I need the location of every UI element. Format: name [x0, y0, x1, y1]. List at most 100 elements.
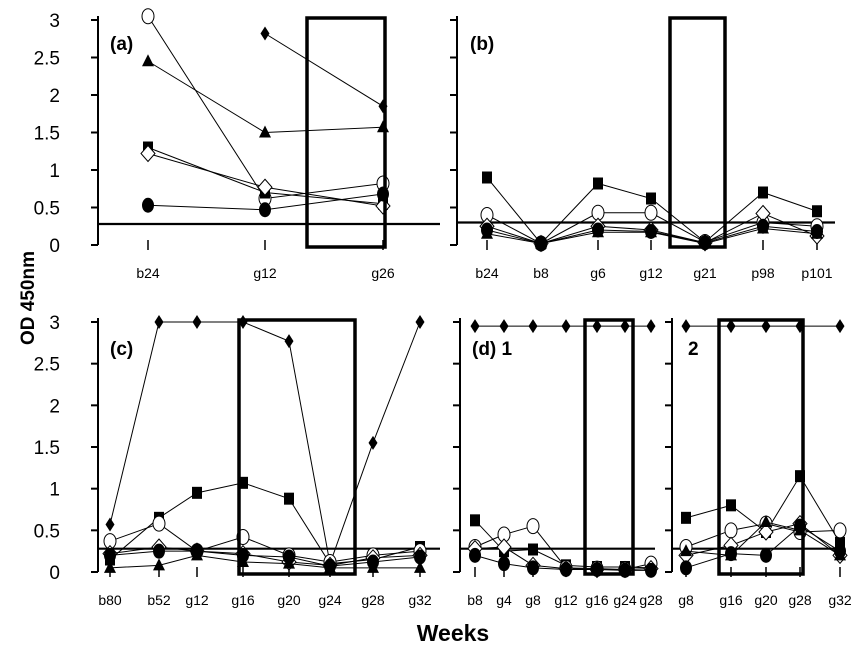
square-marker [795, 470, 805, 483]
triangle-marker [481, 226, 493, 239]
x-tick-label: g28 [639, 592, 663, 608]
circle-open-marker [644, 204, 658, 221]
diamond-filled-marker [260, 26, 270, 41]
diamond-filled-marker [761, 319, 771, 334]
triangle-marker [324, 560, 336, 573]
x-tick-label: g16 [231, 592, 255, 608]
y-tick-label: 3 [49, 11, 60, 32]
panel-label: (a) [110, 34, 133, 55]
panels: 0 0.5 1 1.5 2 2.5 3 b24 g12 g26 (a) b24 b8 g6 g12 g21 p9… [34, 8, 852, 608]
circle-open-marker [833, 522, 847, 539]
series-line [147, 15, 384, 200]
triangle-marker [760, 515, 772, 527]
diamond-filled-marker [681, 319, 691, 334]
x-tick-label: g26 [371, 265, 395, 281]
triangle-marker [142, 54, 154, 67]
y-axis-title: OD 450nm [18, 251, 39, 345]
circle-open-marker [724, 522, 738, 539]
treatment-box [668, 16, 727, 249]
square-marker [835, 536, 845, 549]
y-tick-label: 3 [49, 313, 60, 334]
circle-filled-marker [259, 202, 271, 218]
square-marker [758, 186, 768, 199]
treatment-box [717, 318, 805, 576]
series-diamond-filled [470, 319, 656, 334]
square-marker [681, 511, 691, 524]
x-tick-label: g12 [185, 592, 209, 608]
y-tick-label: 0.5 [34, 521, 60, 542]
y-tick-label: 0.5 [34, 199, 60, 220]
x-tick-label: g12 [639, 265, 663, 281]
y-tick-label: 2 [49, 396, 60, 417]
x-tick-label: b24 [136, 265, 160, 281]
panel-a: 0 0.5 1 1.5 2 2.5 3 b24 g12 g26 (a) [34, 8, 440, 281]
diamond-open-marker [496, 538, 512, 556]
square-marker [812, 205, 822, 218]
panel-b: b24 b8 g6 g12 g21 p98 p101 (b) [450, 16, 835, 281]
diamond-filled-marker [561, 319, 571, 334]
x-tick-label: b8 [533, 265, 549, 281]
triangle-marker [259, 125, 271, 138]
y-tick-label: 2.5 [34, 355, 60, 376]
circle-open-marker [526, 518, 540, 535]
panel-d-1: b8 g4 g8 g12 g16 g24 g28 (d) 1 [453, 318, 663, 608]
x-tick-label: g16 [585, 592, 609, 608]
circle-filled-marker [560, 562, 572, 577]
triangle-marker [414, 560, 426, 573]
circle-filled-marker [104, 547, 116, 563]
triangle-marker [757, 221, 769, 234]
circle-filled-marker [680, 560, 692, 576]
x-tick-label: g32 [828, 592, 852, 608]
x-tick-label: g28 [361, 592, 385, 608]
x-tick-label: p101 [801, 265, 832, 281]
circle-filled-marker [498, 556, 510, 572]
square-marker [528, 543, 538, 556]
series-triangle [142, 54, 389, 138]
diamond-filled-marker [646, 319, 656, 334]
circle-filled-marker [527, 560, 539, 576]
y-tick-label: 2 [49, 86, 60, 107]
y-tick-label: 2.5 [34, 49, 60, 70]
x-tick-label: b8 [467, 592, 483, 608]
triangle-marker [104, 560, 116, 573]
square-marker [593, 177, 603, 190]
panel-label: (c) [110, 339, 133, 360]
circle-filled-marker [760, 547, 772, 563]
x-tick-label: g12 [554, 592, 578, 608]
x-axis-title: Weeks [417, 620, 489, 646]
x-tick-label: g21 [693, 265, 717, 281]
triangle-marker [153, 558, 165, 571]
circle-filled-marker [153, 543, 165, 559]
triangle-marker [811, 226, 823, 239]
triangle-marker [535, 236, 547, 249]
x-tick-label: g32 [408, 592, 432, 608]
square-marker [482, 171, 492, 184]
x-tick-label: g12 [253, 265, 277, 281]
x-tick-label: b52 [147, 592, 171, 608]
triangle-marker [725, 548, 737, 561]
circle-open-marker [152, 515, 166, 532]
circle-filled-marker [645, 562, 657, 578]
diamond-filled-marker [592, 319, 602, 334]
x-tick-label: g8 [678, 592, 694, 608]
square-marker [646, 192, 656, 205]
x-tick-label: g24 [318, 592, 342, 608]
triangle-marker [367, 560, 379, 573]
circle-open-marker [141, 8, 155, 25]
circle-filled-marker [377, 186, 389, 202]
square-marker [726, 499, 736, 512]
y-tick-label: 1.5 [34, 124, 60, 145]
diamond-filled-marker [154, 315, 164, 329]
diamond-open-marker [758, 523, 774, 541]
treatment-box [237, 318, 357, 576]
diamond-filled-marker [192, 315, 202, 329]
x-tick-label: g4 [496, 592, 512, 608]
triangle-marker [283, 556, 295, 569]
diamond-filled-marker [105, 517, 115, 532]
x-tick-label: g16 [719, 592, 743, 608]
diamond-filled-marker [528, 319, 538, 334]
circle-filled-marker [414, 549, 426, 565]
diamond-filled-marker [620, 319, 630, 334]
x-tick-label: b24 [475, 265, 499, 281]
diamond-filled-marker [284, 334, 294, 349]
